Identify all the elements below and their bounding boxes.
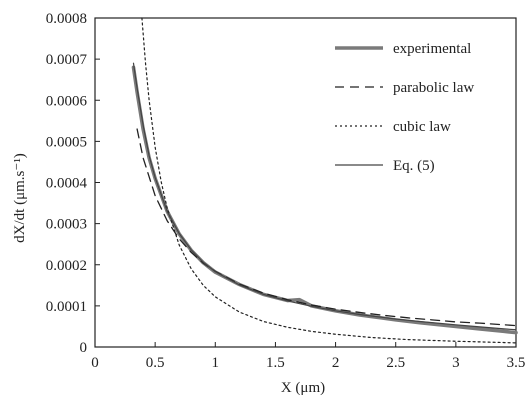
y-tick-label: 0.0003 <box>46 217 87 233</box>
y-tick-label: 0.0007 <box>46 52 88 68</box>
y-tick-label: 0.0005 <box>46 134 87 150</box>
y-tick-label: 0 <box>80 340 88 356</box>
x-tick-label: 3 <box>452 355 460 371</box>
x-tick-label: 2.5 <box>386 355 405 371</box>
series-layer <box>133 18 516 343</box>
legend: experimental parabolic law cubic law Eq. (5… <box>335 41 474 174</box>
y-axis-title: dX/dt (μm.s⁻¹) <box>12 153 28 243</box>
legend-label-2: parabolic law <box>393 80 474 96</box>
y-tick-label: 0.0006 <box>46 93 88 109</box>
legend-label-3: cubic law <box>393 119 451 135</box>
series-line-1 <box>133 67 516 332</box>
x-tick-label: 1 <box>212 355 220 371</box>
series-line-3 <box>142 18 516 343</box>
y-tick-label: 0.0004 <box>46 176 88 192</box>
x-axis-title: X (μm) <box>281 380 325 396</box>
legend-label-1: experimental <box>393 41 471 57</box>
series-line-4 <box>133 63 516 329</box>
y-tick-label: 0.0008 <box>46 11 87 27</box>
x-tick-label: 3.5 <box>507 355 526 371</box>
y-tick-label: 0.0001 <box>46 299 87 315</box>
legend-label-4: Eq. (5) <box>393 158 435 174</box>
x-tick-label: 0.5 <box>146 355 165 371</box>
y-tick-label: 0.0002 <box>46 258 87 274</box>
x-tick-label: 1.5 <box>266 355 285 371</box>
series-line-2 <box>137 129 516 326</box>
ticks-layer: 0 0.5 1 1.5 2 2.5 3 3.5 0 0.0001 0.0002 0.0003 0.000… <box>46 11 526 371</box>
x-tick-label: 0 <box>91 355 99 371</box>
x-tick-label: 2 <box>332 355 340 371</box>
